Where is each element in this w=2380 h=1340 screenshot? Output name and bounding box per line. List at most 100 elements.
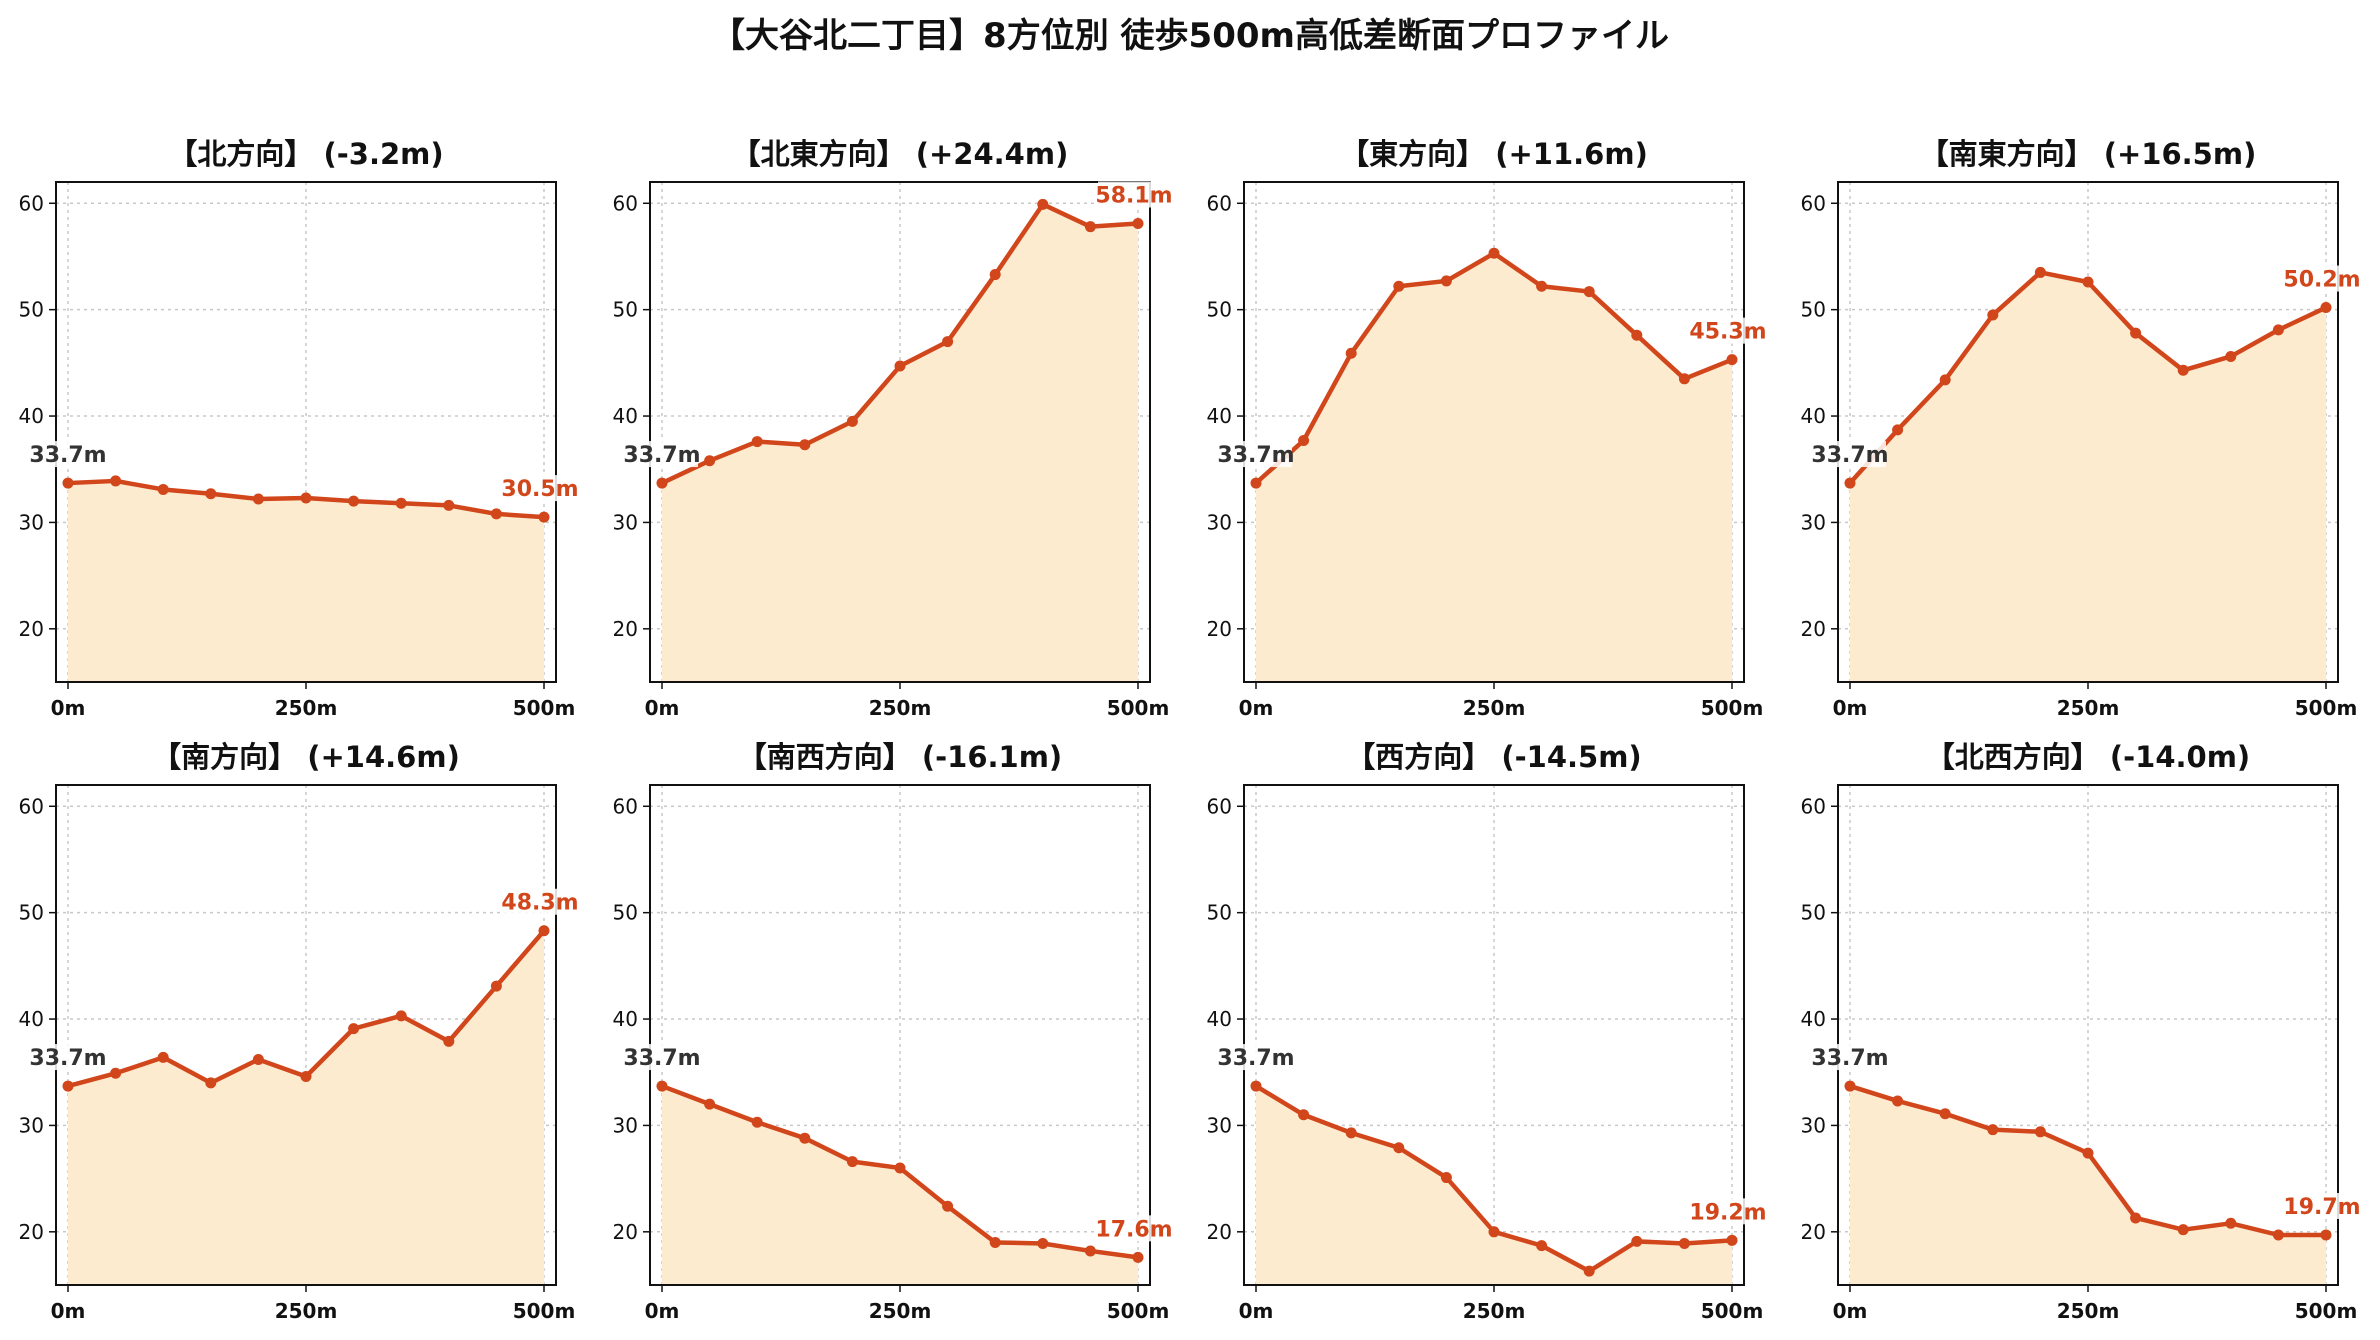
chart-panel-5: 【南方向】 (+14.6m) 20 30 40 50 60 0m 250m 500m 33.7m 4…	[19, 740, 579, 1323]
elevation-point	[110, 1067, 122, 1079]
start-label-bg	[1220, 1044, 1292, 1071]
x-tick-label: 0m	[1833, 1299, 1868, 1323]
x-tick-label: 500m	[513, 1299, 576, 1323]
elevation-point	[1726, 1234, 1738, 1246]
elevation-point	[1440, 1172, 1452, 1184]
y-tick-label: 20	[1207, 1220, 1232, 1244]
y-tick-label: 50	[613, 901, 638, 925]
elevation-point	[799, 439, 811, 451]
elevation-point	[846, 1156, 858, 1168]
elevation-point	[1678, 1238, 1690, 1250]
start-label-bg	[1220, 441, 1292, 468]
end-value-label: 48.3m	[501, 891, 578, 916]
x-tick-label: 250m	[869, 696, 932, 720]
start-label-bg	[626, 441, 698, 468]
elevation-point	[1084, 221, 1096, 233]
elevation-point	[205, 488, 217, 500]
y-tick-label: 50	[1207, 901, 1232, 925]
x-tick-label: 250m	[869, 1299, 932, 1323]
x-tick-label: 250m	[275, 696, 338, 720]
y-tick-label: 60	[1207, 794, 1232, 818]
elevation-point	[1488, 1226, 1500, 1238]
plot-frame	[649, 181, 1151, 683]
y-tick-label: 40	[613, 404, 638, 428]
y-tick-label: 60	[613, 794, 638, 818]
elevation-point	[110, 475, 122, 487]
start-value-label: 33.7m	[623, 1046, 700, 1071]
elevation-point	[989, 1236, 1001, 1248]
chart-panel-7: 【西方向】 (-14.5m) 20 30 40 50 60 0m 250m 500m 33.7m 1…	[1207, 740, 1767, 1323]
elevation-point	[1939, 374, 1951, 386]
elevation-point	[1084, 1245, 1096, 1257]
elevation-point	[1892, 424, 1904, 436]
chart-panel-2: 【北東方向】 (+24.4m) 20 30 40 50 60 0m 250m 500m 33.7m…	[613, 137, 1173, 720]
elevation-point	[1987, 1124, 1999, 1136]
y-tick-label: 30	[613, 510, 638, 534]
elevation-area	[68, 930, 544, 1285]
elevation-area	[68, 480, 544, 682]
y-tick-label: 50	[1801, 298, 1826, 322]
elevation-point	[157, 1051, 169, 1063]
x-tick-label: 0m	[1833, 696, 1868, 720]
elevation-point	[942, 336, 954, 348]
elevation-area	[1850, 1086, 2326, 1285]
elevation-point	[799, 1132, 811, 1144]
y-tick-label: 40	[19, 1007, 44, 1031]
end-label-bg	[1098, 1215, 1170, 1242]
x-tick-label: 0m	[51, 1299, 86, 1323]
end-value-label: 45.3m	[1689, 320, 1766, 345]
elevation-point	[490, 980, 502, 992]
figure-title: 【大谷北二丁目】8方位別 徒歩500m高低差断面プロファイル	[711, 16, 1669, 56]
elevation-point	[300, 1070, 312, 1082]
chart-panel-4: 【南東方向】 (+16.5m) 20 30 40 50 60 0m 250m 500m 33.7m…	[1801, 137, 2361, 720]
elevation-point	[2034, 1126, 2046, 1138]
start-value-label: 33.7m	[29, 443, 106, 468]
plot-frame	[649, 784, 1151, 1286]
elevation-point	[2225, 350, 2237, 362]
end-value-label: 19.7m	[2283, 1195, 2360, 1220]
elevation-point	[1345, 1127, 1357, 1139]
chart-panel-8: 【北西方向】 (-14.0m) 20 30 40 50 60 0m 250m 500m 33.7m…	[1801, 740, 2361, 1323]
y-tick-label: 40	[1207, 404, 1232, 428]
elevation-point	[205, 1077, 217, 1089]
start-value-label: 33.7m	[1811, 1046, 1888, 1071]
start-value-label: 33.7m	[1217, 1046, 1294, 1071]
elevation-point	[2082, 1147, 2094, 1159]
plot-frame	[55, 181, 557, 683]
y-tick-label: 30	[19, 1113, 44, 1137]
y-tick-label: 40	[613, 1007, 638, 1031]
elevation-point	[1631, 1235, 1643, 1247]
y-tick-label: 40	[19, 404, 44, 428]
x-tick-label: 250m	[275, 1299, 338, 1323]
y-tick-label: 50	[1801, 901, 1826, 925]
elevation-point	[704, 455, 716, 467]
elevation-point	[846, 415, 858, 427]
y-tick-label: 30	[613, 1113, 638, 1137]
y-tick-label: 40	[1801, 1007, 1826, 1031]
plot-frame	[55, 784, 557, 1286]
x-tick-label: 500m	[1701, 1299, 1764, 1323]
y-tick-label: 50	[613, 298, 638, 322]
elevation-point	[1678, 373, 1690, 385]
x-tick-label: 0m	[51, 696, 86, 720]
elevation-point	[1488, 247, 1500, 259]
elevation-point	[1536, 280, 1548, 292]
elevation-point	[1250, 477, 1262, 489]
y-tick-label: 30	[1801, 1113, 1826, 1137]
y-tick-label: 30	[1801, 510, 1826, 534]
elevation-point	[704, 1098, 716, 1110]
elevation-point	[348, 1023, 360, 1035]
subplot-title: 【北方向】 (-3.2m)	[168, 137, 443, 171]
y-tick-label: 60	[19, 794, 44, 818]
plot-frame	[1243, 784, 1745, 1286]
end-label-bg	[2286, 1193, 2358, 1219]
elevation-point	[1250, 1080, 1262, 1092]
plot-frame	[1243, 181, 1745, 683]
y-tick-label: 50	[1207, 298, 1232, 322]
elevation-point	[1892, 1095, 1904, 1107]
elevation-point	[1037, 198, 1049, 210]
elevation-point	[2272, 1229, 2284, 1241]
x-tick-label: 500m	[1107, 1299, 1170, 1323]
elevation-point	[1631, 329, 1643, 341]
elevation-point	[894, 1162, 906, 1174]
